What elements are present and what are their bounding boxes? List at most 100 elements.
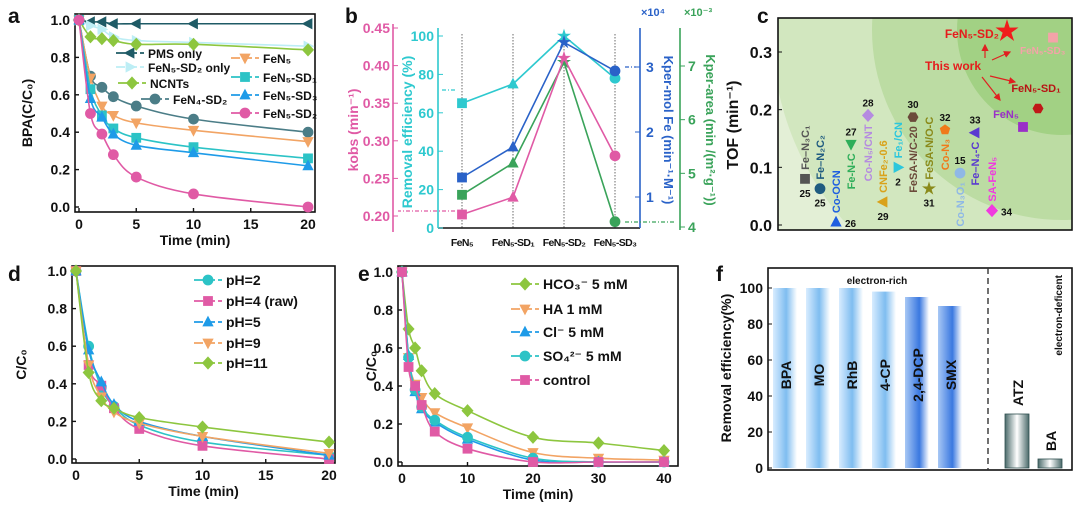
y-tick-label: 0.8 bbox=[374, 302, 394, 318]
data-point bbox=[528, 457, 538, 467]
legend-label: HCO₃⁻ 5 mM bbox=[543, 276, 628, 292]
panel-label-e: e bbox=[358, 263, 370, 286]
karea-tick-label: 6 bbox=[688, 112, 696, 128]
x-tick-label: 0 bbox=[398, 470, 406, 486]
data-point bbox=[939, 124, 951, 135]
y-tick-label: 0.2 bbox=[48, 413, 68, 429]
y-tick-label: 0.2 bbox=[51, 162, 71, 178]
legend-label: Cl⁻ 5 mM bbox=[543, 324, 604, 340]
data-point bbox=[96, 101, 108, 113]
legend-marker bbox=[518, 277, 532, 291]
legend-marker bbox=[519, 350, 531, 362]
data-point bbox=[397, 267, 407, 277]
x-tick-label: 15 bbox=[258, 467, 274, 483]
y-tick-label: 0.8 bbox=[48, 301, 68, 317]
data-point bbox=[107, 127, 120, 139]
bar bbox=[905, 297, 929, 468]
reference-number: 25 bbox=[814, 199, 826, 210]
point-label: Co-N₃ bbox=[940, 139, 952, 170]
data-point bbox=[187, 37, 200, 51]
panel-label-a: a bbox=[8, 5, 20, 28]
data-point bbox=[1018, 122, 1028, 132]
data-point bbox=[69, 264, 83, 278]
legend-marker bbox=[125, 76, 139, 90]
y-tick-label: 20 bbox=[747, 424, 763, 440]
bar-label: ATZ bbox=[1010, 379, 1026, 406]
legend-marker bbox=[240, 72, 250, 82]
data-point bbox=[130, 37, 143, 51]
data-point bbox=[1032, 103, 1044, 114]
plot-frame-c bbox=[777, 17, 1073, 231]
data-point bbox=[526, 430, 540, 444]
legend-marker bbox=[202, 274, 214, 286]
point-label: FeN₅-SD₃ bbox=[1020, 46, 1066, 57]
point-label: FeSA-N/O-C bbox=[924, 117, 936, 180]
data-point bbox=[457, 209, 467, 220]
data-point bbox=[302, 137, 314, 148]
legend-label: pH=11 bbox=[226, 355, 268, 371]
karea-axis-label: Kper-area (min /(m²·g⁻¹)) bbox=[703, 54, 718, 205]
data-point bbox=[302, 159, 314, 171]
y-tick-label: 40 bbox=[747, 388, 763, 404]
point-label: Fe₁/CN bbox=[893, 122, 905, 158]
data-point bbox=[507, 140, 519, 152]
legend-label: HA 1 mM bbox=[543, 301, 602, 317]
point-label: Co-N₅/CNT bbox=[863, 124, 875, 181]
legend-label: pH=5 bbox=[226, 314, 261, 330]
annotation-arrow bbox=[981, 76, 1001, 101]
group-label-electron-rich: electron-rich bbox=[847, 276, 908, 287]
y-tick-label: 0.2 bbox=[374, 416, 394, 432]
bar-label: MO bbox=[811, 364, 827, 387]
data-point bbox=[592, 436, 605, 450]
data-point bbox=[95, 16, 107, 28]
bar bbox=[872, 291, 896, 468]
y-tick-label: 1.0 bbox=[48, 263, 68, 279]
y-tick-label: 0.3 bbox=[750, 45, 772, 62]
legend-marker bbox=[239, 88, 251, 100]
legend-label: FeN₅ bbox=[263, 52, 291, 66]
removal-tick-label: 40 bbox=[418, 143, 434, 159]
reference-number: 32 bbox=[939, 113, 951, 124]
plot-frame-d bbox=[71, 265, 336, 464]
data-point bbox=[429, 408, 441, 419]
y-tick-label: 0.4 bbox=[51, 124, 71, 140]
data-point bbox=[922, 181, 936, 195]
legend-marker bbox=[123, 47, 135, 59]
data-point bbox=[403, 362, 414, 372]
category-label: FeN₅-SD₃ bbox=[594, 237, 638, 249]
point-label: FeN₅-SD₂ bbox=[945, 27, 999, 41]
y-tick-label: 0.0 bbox=[374, 454, 394, 470]
data-point bbox=[1048, 32, 1058, 43]
data-point bbox=[609, 216, 621, 228]
series-line bbox=[461, 56, 616, 216]
kobs-axis-label: kobs (min⁻¹) bbox=[345, 89, 361, 172]
data-point bbox=[96, 81, 108, 93]
data-point bbox=[82, 360, 95, 372]
point-label: FeN₅-SD₁ bbox=[1011, 83, 1061, 95]
data-point bbox=[415, 364, 428, 378]
y-tick-label: 0.0 bbox=[51, 199, 71, 215]
point-label: Co-OCN bbox=[831, 170, 843, 213]
legend-marker bbox=[125, 61, 137, 73]
data-point bbox=[301, 43, 315, 57]
panel-label-b: b bbox=[345, 5, 358, 28]
data-point bbox=[557, 50, 571, 65]
reference-number: 33 bbox=[969, 116, 981, 127]
data-point bbox=[188, 113, 199, 125]
data-point bbox=[429, 414, 441, 426]
y-tick-label: 0.6 bbox=[374, 340, 394, 356]
data-point bbox=[86, 19, 97, 32]
legend-label: NCNTs bbox=[150, 77, 189, 91]
kmol-tick-label: 1 bbox=[646, 189, 654, 205]
category-label: FeN₅-SD₂ bbox=[543, 237, 587, 249]
data-point bbox=[107, 149, 119, 161]
category-label: FeN₅-SD₁ bbox=[492, 237, 535, 249]
data-point bbox=[187, 146, 200, 158]
data-point bbox=[461, 404, 474, 418]
bar bbox=[839, 288, 863, 468]
legend-label: control bbox=[543, 372, 590, 388]
reference-number: 31 bbox=[923, 199, 935, 210]
data-point bbox=[416, 400, 427, 410]
legend-label: SO₄²⁻ 5 mM bbox=[543, 348, 622, 364]
